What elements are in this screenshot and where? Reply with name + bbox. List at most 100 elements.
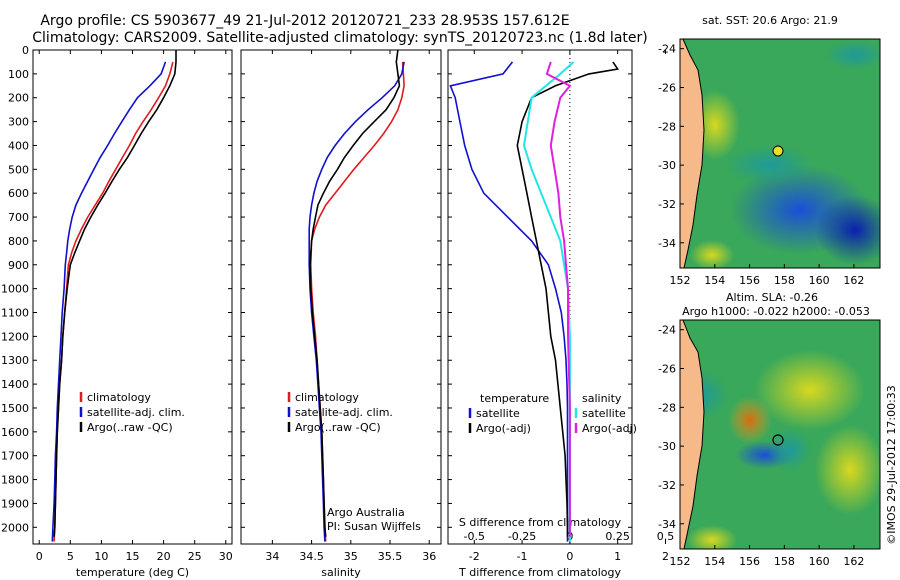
y-tick-label: 200	[8, 92, 29, 105]
x-tick-label: 20	[157, 550, 171, 563]
map-y-tick-label: -28	[658, 120, 676, 133]
map-x-tick-label: 158	[774, 274, 795, 287]
land-mass	[680, 39, 705, 268]
map-y-tick-label: -32	[658, 479, 676, 492]
series-line-satellite-adj-clim-	[51, 61, 167, 542]
map-y-tick-label: -26	[658, 82, 676, 95]
series-line-s-argo-adj-	[545, 61, 572, 537]
s-tick-label: -0.5	[464, 530, 485, 543]
map-x-tick-label: 154	[704, 274, 725, 287]
x-axis-label: temperature (deg C)	[76, 566, 189, 579]
legend-label: Argo(-adj)	[476, 422, 531, 435]
legend-title: temperature	[480, 392, 549, 405]
annotation-text: Argo Australia	[327, 506, 405, 519]
map-x-tick-label: 156	[739, 555, 760, 568]
y-tick-label: 300	[8, 116, 29, 129]
y-tick-label: 900	[8, 259, 29, 272]
map-x-tick-label: 152	[670, 555, 691, 568]
x-tick-label: 25	[188, 550, 202, 563]
sst-map-panel: sat. SST: 20.6 Argo: 21.9 152 154 156 158 16…	[658, 14, 881, 287]
map-x-tick-label: 162	[843, 274, 864, 287]
annotation-text: PI: Susan Wijffels	[327, 520, 421, 533]
x-tick-label: 30	[219, 550, 233, 563]
map-y-tick-label: -28	[658, 401, 676, 414]
y-tick-label: 500	[8, 163, 29, 176]
map-x-tick-label: 156	[739, 274, 760, 287]
map-x-tick-label: 160	[809, 555, 830, 568]
y-tick-label: 400	[8, 139, 29, 152]
x-tick-label: 34	[265, 550, 279, 563]
map-y-tick-label: -30	[658, 440, 676, 453]
map-y-tick-label: -32	[658, 198, 676, 211]
x-tick-label: 2	[662, 550, 669, 563]
map-y-tick-label: -34	[658, 518, 676, 531]
y-tick-label: 800	[8, 235, 29, 248]
y-tick-label: 1900	[1, 497, 29, 510]
series-line-argo-raw-qc-	[309, 49, 401, 537]
y-tick-label: 1400	[1, 378, 29, 391]
y-tick-label: 1700	[1, 450, 29, 463]
y-tick-label: 100	[8, 68, 29, 81]
y-tick-label: 1300	[1, 354, 29, 367]
plot-frame	[447, 49, 633, 545]
x-tick-label: 35.5	[378, 550, 403, 563]
legend-label: Argo(-adj)	[582, 422, 637, 435]
map-y-tick-label: -24	[658, 43, 676, 56]
map-x-tick-label: 152	[670, 274, 691, 287]
map-x-tick-label: 162	[843, 555, 864, 568]
x-tick-label: 15	[126, 550, 140, 563]
x-tick-label: 34.5	[299, 550, 324, 563]
map-y-tick-label: -30	[658, 159, 676, 172]
legend-title: salinity	[582, 392, 622, 405]
sla-field	[680, 320, 880, 549]
x-axis-label: salinity	[321, 566, 361, 579]
sla-map-panel: Altim. SLA: -0.26 Argo h1000: -0.022 h20…	[658, 291, 881, 568]
map-x-tick-label: 154	[704, 555, 725, 568]
land-mass	[680, 320, 705, 549]
sla-map-axes: 152 154 156 158 160 162 -24 -26 -28 -30 -32 -34	[658, 324, 864, 568]
temperature-profile-panel: 0100200300400500600700800900100011001200…	[1, 44, 233, 579]
x-tick-label: 0	[566, 550, 573, 563]
x-tick-label: -2	[469, 550, 480, 563]
series-line-argo-raw-qc-	[53, 50, 177, 537]
sst-argo-marker	[772, 145, 784, 157]
y-tick-label: 700	[8, 211, 29, 224]
title-line-2: Climatology: CARS2009. Satellite-adjuste…	[32, 30, 647, 46]
map-x-tick-label: 158	[774, 555, 795, 568]
s-tick-label: -0.25	[508, 530, 536, 543]
legend-label: satellite-adj. clim.	[87, 406, 185, 419]
series-line-climatology	[309, 61, 405, 542]
legend-label: climatology	[87, 391, 151, 404]
x-tick-label: 5	[67, 550, 74, 563]
legend-label: Argo(..raw -QC)	[87, 421, 173, 434]
sst-field	[680, 39, 880, 268]
s-tick-label: 0.5	[657, 530, 675, 543]
map-x-tick-label: 160	[809, 274, 830, 287]
y-tick-label: 1600	[1, 426, 29, 439]
map-y-tick-label: -24	[658, 324, 676, 337]
y-tick-label: 1200	[1, 330, 29, 343]
y-tick-label: 1500	[1, 402, 29, 415]
difference-profile-panel: -2 -1 0 1 2 T difference from climatology -0.5…	[447, 49, 675, 579]
map-y-tick-label: -34	[658, 237, 676, 250]
x-tick-label: 35	[344, 550, 358, 563]
x-tick-label: 0	[36, 550, 43, 563]
y-tick-label: 0	[22, 44, 29, 57]
sst-map-title: sat. SST: 20.6 Argo: 21.9	[702, 14, 838, 27]
x-tick-label: -1	[517, 550, 528, 563]
imos-timestamp: ©IMOS 29-Jul-2012 17:00:33	[885, 385, 898, 545]
legend-label: satellite-adj. clim.	[295, 406, 393, 419]
salinity-profile-panel: 34 34.5 35 35.5 36 salinity climatology satelli…	[240, 49, 442, 579]
x-tick-label: 1	[614, 550, 621, 563]
x-tick-label: 36	[422, 550, 436, 563]
sst-map-axes: 152 154 156 158 160 162 -24 -26 -28 -30 -32 -34	[658, 43, 864, 287]
y-tick-label: 1000	[1, 283, 29, 296]
s-axis-label: S difference from climatology	[459, 516, 622, 529]
legend-label: Argo(..raw -QC)	[295, 421, 381, 434]
legend-label: satellite	[582, 407, 626, 420]
sla-argo-marker	[772, 434, 784, 446]
plot-frame	[240, 49, 442, 545]
x-axis-label: T difference from climatology	[458, 566, 621, 579]
sla-map-subtitle: Argo h1000: -0.022 h2000: -0.053	[682, 305, 870, 318]
